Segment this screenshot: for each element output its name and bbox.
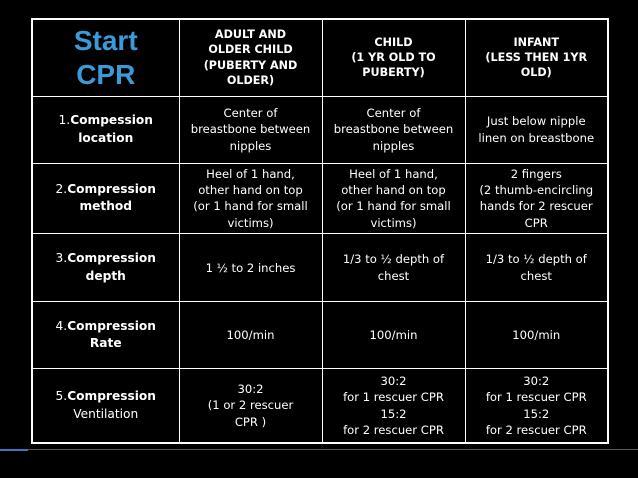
column-header-line: ADULT AND: [214, 27, 287, 41]
cell-line: victims): [370, 215, 417, 230]
row-header-method: 2.Compression method: [31, 162, 180, 235]
row-header-location: 1.Compession location: [31, 95, 180, 164]
row-title-line-2: location: [78, 130, 134, 145]
cell-line: 30:2: [237, 381, 264, 396]
cell-line: Heel of 1 hand,: [206, 166, 295, 181]
table-row-ventilation: 5.Compression Ventilation 30:2 (1 or 2 r…: [31, 368, 609, 444]
row-header-rate: 4.Compression Rate: [31, 301, 180, 370]
cell-line: 15:2: [523, 406, 550, 421]
row-number: 3.: [55, 251, 68, 266]
row-header-depth: 3.Compression depth: [31, 233, 180, 303]
table-row-location: 1.Compession location Center of breastbo…: [31, 95, 609, 164]
cell-line: other hand on top: [341, 182, 446, 197]
table-cell: Heel of 1 hand, other hand on top (or 1 …: [178, 162, 323, 235]
table-cell: Heel of 1 hand, other hand on top (or 1 …: [321, 162, 466, 235]
column-header-line: OLDER): [226, 74, 275, 88]
cell-line: 30:2: [380, 373, 407, 388]
cell-line: breastbone between: [190, 122, 311, 137]
cell-line: Center of: [223, 105, 278, 120]
table-cell: 1 ½ to 2 inches: [178, 233, 323, 303]
cell-line: for 2 rescuer CPR: [485, 423, 587, 438]
cell-line: hands for 2 rescuer: [479, 199, 593, 214]
cell-line: 100/min: [369, 328, 418, 343]
cell-line: chest: [377, 268, 410, 283]
column-header-line: PUBERTY): [362, 66, 425, 80]
cell-line: 30:2: [523, 373, 550, 388]
column-header-line: OLD): [520, 66, 552, 80]
cell-line: 1/3 to ½ depth of: [485, 252, 587, 267]
cell-line: other hand on top: [198, 182, 303, 197]
cell-line: CPR: [524, 215, 548, 230]
table-cell: 100/min: [321, 301, 466, 370]
table-cell: Center of breastbone between nipples: [178, 95, 323, 164]
accent-bar: [0, 449, 28, 451]
table-cell: 1/3 to ½ depth of chest: [321, 233, 466, 303]
cell-line: 100/min: [226, 328, 275, 343]
row-title: Compression: [67, 389, 156, 404]
cell-line: nipples: [229, 138, 272, 153]
row-title-line-2: Rate: [89, 336, 122, 351]
cell-line: CPR ): [234, 414, 267, 429]
cell-line: for 1 rescuer CPR: [485, 390, 587, 405]
table-cell: 1/3 to ½ depth of chest: [464, 233, 609, 303]
cell-line: chest: [520, 268, 552, 283]
cell-line: nipples: [372, 138, 415, 153]
column-header-line: (1 YR OLD TO: [351, 51, 436, 65]
row-title: Compession: [70, 113, 153, 128]
row-number: 2.: [55, 182, 68, 197]
header-row: Start CPR ADULT AND OLDER CHILD (PUBERTY…: [31, 18, 609, 97]
cell-line: Just below nipple: [486, 114, 586, 129]
cell-line: breastbone between: [333, 122, 454, 137]
column-header-line: (PUBERTY AND: [203, 58, 298, 72]
cell-line: 1/3 to ½ depth of: [342, 252, 445, 267]
table-cell: 100/min: [464, 301, 609, 370]
cell-line: Center of: [366, 105, 421, 120]
cell-line: (or 1 hand for small: [336, 199, 451, 214]
table-row-method: 2.Compression method Heel of 1 hand, oth…: [31, 162, 609, 235]
cpr-table: Start CPR ADULT AND OLDER CHILD (PUBERTY…: [31, 18, 609, 444]
table-cell: 30:2 for 1 rescuer CPR 15:2 for 2 rescue…: [464, 368, 609, 444]
cell-line: victims): [227, 215, 274, 230]
row-title: Compression: [67, 251, 156, 266]
cell-line: 100/min: [512, 328, 561, 343]
cell-line: 2 fingers: [510, 166, 562, 181]
column-header-line: OLDER CHILD: [208, 43, 293, 57]
table-cell: Just below nipple linen on breastbone: [464, 95, 609, 164]
row-number: 1.: [58, 113, 71, 128]
row-title-line-2: depth: [85, 268, 126, 283]
cell-line: Heel of 1 hand,: [349, 166, 438, 181]
cell-line: 1 ½ to 2 inches: [205, 260, 296, 275]
table-cell: 30:2 for 1 rescuer CPR 15:2 for 2 rescue…: [321, 368, 466, 444]
table-row-depth: 3.Compression depth 1 ½ to 2 inches 1/3 …: [31, 233, 609, 303]
cell-line: (2 thumb-encircling: [479, 182, 594, 197]
row-title: Compression: [67, 318, 156, 333]
row-number: 5.: [55, 389, 68, 404]
table-cell: 2 fingers (2 thumb-encircling hands for …: [464, 162, 609, 235]
cell-line: for 1 rescuer CPR: [343, 390, 444, 405]
cell-line: (or 1 hand for small: [193, 199, 308, 214]
column-header-child: CHILD (1 YR OLD TO PUBERTY): [321, 18, 466, 97]
column-header-line: INFANT: [513, 35, 560, 49]
cell-line: 15:2: [380, 406, 407, 421]
row-title-line-2: Ventilation: [73, 406, 139, 421]
column-header-adult: ADULT AND OLDER CHILD (PUBERTY AND OLDER…: [178, 18, 323, 97]
table-cell: Center of breastbone between nipples: [321, 95, 466, 164]
column-header-line: CHILD: [374, 35, 413, 49]
row-title: Compression: [67, 182, 156, 197]
title-line-1: Start: [73, 25, 138, 57]
table-cell: 30:2 (1 or 2 rescuer CPR ): [178, 368, 323, 444]
title-line-2: CPR: [76, 58, 136, 90]
table-title: Start CPR: [31, 18, 180, 97]
row-number: 4.: [55, 318, 68, 333]
table-cell: 100/min: [178, 301, 323, 370]
column-header-line: (LESS THEN 1YR: [485, 51, 588, 65]
table-row-rate: 4.Compression Rate 100/min 100/min 100/m…: [31, 301, 609, 370]
cell-line: (1 or 2 rescuer: [207, 398, 294, 413]
column-header-infant: INFANT (LESS THEN 1YR OLD): [464, 18, 609, 97]
cell-line: for 2 rescuer CPR: [343, 423, 444, 438]
row-header-ventilation: 5.Compression Ventilation: [31, 368, 180, 444]
bottom-divider: [0, 449, 638, 450]
cell-line: linen on breastbone: [478, 130, 595, 145]
row-title-line-2: method: [79, 199, 133, 214]
